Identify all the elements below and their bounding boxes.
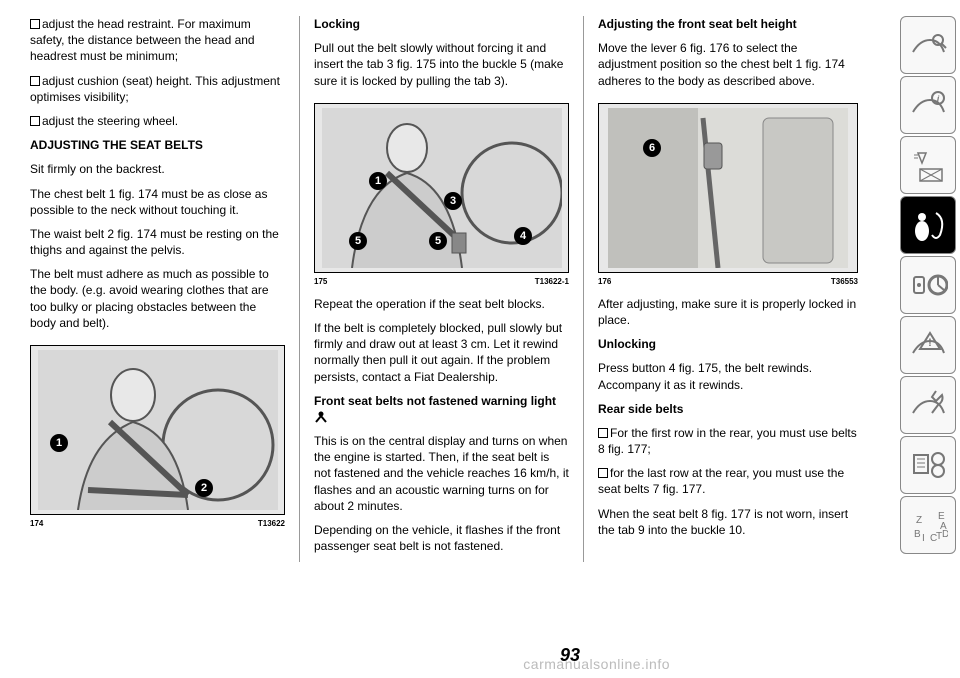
seatbelt-warning-icon <box>314 410 328 424</box>
fig-code: T36553 <box>831 277 858 286</box>
column-separator <box>583 16 584 562</box>
heading: Locking <box>314 16 569 32</box>
para: Depending on the vehicle, it flashes if … <box>314 522 569 554</box>
text: adjust the steering wheel. <box>42 114 178 128</box>
callout-1: 1 <box>369 172 387 190</box>
callout-3: 3 <box>444 192 462 210</box>
svg-text:!: ! <box>928 337 932 349</box>
sidebar-item-starting[interactable] <box>900 256 956 314</box>
para: The chest belt 1 fig. 174 must be as clo… <box>30 186 285 218</box>
para: adjust cushion (seat) height. This adjus… <box>30 73 285 105</box>
figure-176: 6 <box>598 97 858 277</box>
heading: Unlocking <box>598 336 858 352</box>
para: Press button 4 fig. 175, the belt rewind… <box>598 360 858 392</box>
sidebar-item-index[interactable]: ZEBAICTD <box>900 496 956 554</box>
para: After adjusting, make sure it is properl… <box>598 296 858 328</box>
watermark: carmanualsonline.info <box>523 656 670 672</box>
svg-text:Z: Z <box>916 515 922 526</box>
para: adjust the head restraint. For maximum s… <box>30 16 285 65</box>
sidebar-item-info[interactable]: i <box>900 76 956 134</box>
para: adjust the steering wheel. <box>30 113 285 129</box>
fig-code: T13622 <box>258 519 285 528</box>
fig-num: 175 <box>314 277 327 286</box>
figure-label: 176 T36553 <box>598 277 858 286</box>
sidebar-item-warning[interactable]: ! <box>900 316 956 374</box>
heading: Adjusting the front seat belt height <box>598 16 858 32</box>
sidebar-item-lights[interactable] <box>900 136 956 194</box>
sidebar-item-maintenance[interactable] <box>900 376 956 434</box>
heading: Front seat belts not fastened warning li… <box>314 393 569 425</box>
para: When the seat belt 8 fig. 177 is not wor… <box>598 506 858 538</box>
callout-1: 1 <box>50 434 68 452</box>
para: For the first row in the rear, you must … <box>598 425 858 457</box>
sidebar-nav: i ! ZEBAICTD <box>900 16 956 554</box>
svg-text:D: D <box>942 529 948 540</box>
heading: ADJUSTING THE SEAT BELTS <box>30 137 285 153</box>
callout-6: 6 <box>643 139 661 157</box>
para: Pull out the belt slowly without forcing… <box>314 40 569 89</box>
svg-text:B: B <box>914 529 921 540</box>
checkbox-icon <box>598 468 608 478</box>
callout-5a: 5 <box>349 232 367 250</box>
fig-code: T13622-1 <box>535 277 569 286</box>
callout-5b: 5 <box>429 232 447 250</box>
svg-text:I: I <box>922 533 925 544</box>
text: for the last row at the rear, you must u… <box>598 466 844 496</box>
column-separator <box>299 16 300 562</box>
para: If the belt is completely blocked, pull … <box>314 320 569 385</box>
callout-4: 4 <box>514 227 532 245</box>
fig-num: 176 <box>598 277 611 286</box>
checkbox-icon <box>30 19 40 29</box>
checkbox-icon <box>30 76 40 86</box>
text: adjust the head restraint. For maximum s… <box>30 17 255 63</box>
text: For the first row in the rear, you must … <box>598 426 857 456</box>
sidebar-item-search[interactable] <box>900 16 956 74</box>
checkbox-icon <box>598 428 608 438</box>
text: Front seat belts not fastened warning li… <box>314 394 556 408</box>
heading: Rear side belts <box>598 401 858 417</box>
para: This is on the central display and turns… <box>314 433 569 514</box>
figure-label: 174 T13622 <box>30 519 285 528</box>
para: Sit firmly on the backrest. <box>30 161 285 177</box>
figure-175: 1 3 5 5 4 <box>314 97 569 277</box>
figure-174: 1 2 <box>30 339 285 519</box>
column-3: Adjusting the front seat belt height Mov… <box>598 16 858 562</box>
sidebar-item-safety[interactable] <box>900 196 956 254</box>
column-1: adjust the head restraint. For maximum s… <box>30 16 285 562</box>
para: Move the lever 6 fig. 176 to select the … <box>598 40 858 89</box>
figure-label: 175 T13622-1 <box>314 277 569 286</box>
checkbox-icon <box>30 116 40 126</box>
text: adjust cushion (seat) height. This adjus… <box>30 74 280 104</box>
para: Repeat the operation if the seat belt bl… <box>314 296 569 312</box>
callout-2: 2 <box>195 479 213 497</box>
column-2: Locking Pull out the belt slowly without… <box>314 16 569 562</box>
sidebar-item-specs[interactable] <box>900 436 956 494</box>
fig-num: 174 <box>30 519 43 528</box>
para: The belt must adhere as much as possible… <box>30 266 285 331</box>
para: for the last row at the rear, you must u… <box>598 465 858 497</box>
para: The waist belt 2 fig. 174 must be restin… <box>30 226 285 258</box>
